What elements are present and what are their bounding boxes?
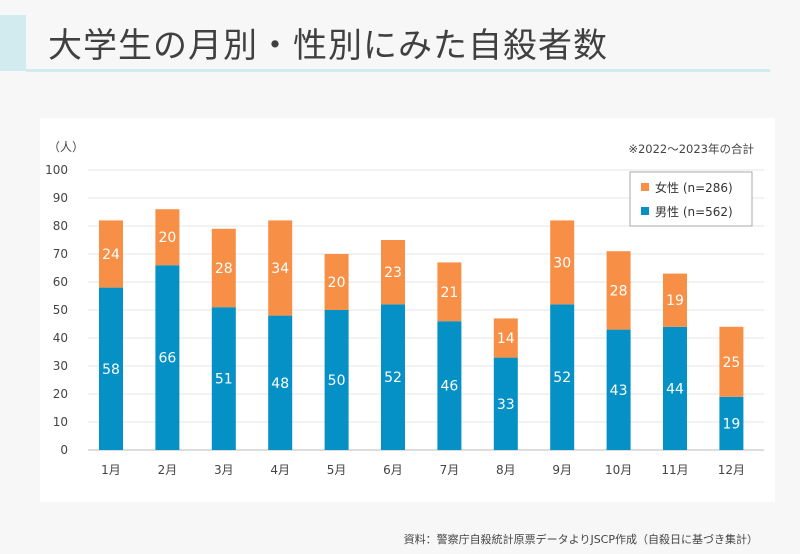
bar-segment-male [719,396,744,450]
y-tick-label: 0 [60,443,68,457]
data-label: 58 [102,362,120,378]
data-label: 34 [271,261,289,277]
chart-panel: （人） ※2022〜2023年の合計 0 10 20 30 40 50 60 70 80 90 100 5… [40,118,775,502]
y-tick-label: 100 [45,163,68,177]
data-label: 50 [328,373,346,389]
y-tick-label: 90 [53,191,68,205]
bar-segment-male [268,315,293,450]
bar-segment-female [550,220,575,305]
bar-segment-male [493,357,518,450]
bar-segment-male [437,321,462,450]
bar-segment-female [268,220,293,316]
bar-segment-male [663,326,687,450]
bar-segment-male [381,304,405,450]
data-label: 66 [158,351,176,367]
legend-label: 女性 (n=286) [655,180,733,195]
bar-segment-female [719,326,744,397]
x-tick-label: 6月 [383,463,403,477]
data-label: 44 [666,381,684,397]
x-tick-label: 5月 [327,463,347,477]
y-tick-label: 70 [53,247,68,261]
page-title: 大学生の月別・性別にみた自殺者数 [48,26,608,66]
data-label: 33 [497,397,515,413]
bar-segment-male [550,304,575,450]
y-tick-label: 80 [53,219,68,233]
data-label: 25 [722,355,740,371]
x-tick-label: 11月 [661,463,688,477]
data-label: 23 [384,265,402,281]
x-tick-label: 4月 [270,463,290,477]
data-label: 30 [553,255,571,271]
bar-segment-male [606,329,631,450]
x-tick-label: 2月 [158,463,178,477]
bar-segment-female [437,262,462,322]
data-label: 52 [384,370,402,386]
data-label: 46 [440,379,458,395]
bar-segment-female [324,254,349,310]
bar-segment-female [493,318,518,358]
y-axis-label: （人） [48,140,84,154]
y-tick-label: 60 [53,275,68,289]
bar-segment-male [99,287,123,450]
legend-box [629,171,753,227]
bar-segment-female [99,220,123,288]
data-label: 21 [440,285,458,301]
data-label: 43 [610,383,628,399]
y-tick-label: 50 [53,303,68,317]
x-tick-label: 7月 [440,463,460,477]
data-label: 28 [215,261,233,277]
y-tick-label: 40 [53,331,68,345]
bar-segment-female [606,251,631,330]
bar-segment-female [381,240,405,305]
stacked-bar-chart: （人） ※2022〜2023年の合計 0 10 20 30 40 50 60 70 80 90 100 5… [45,140,764,477]
bar-segment-female [155,209,180,266]
data-label: 20 [158,230,176,246]
data-label: 24 [102,247,120,263]
data-label: 19 [722,416,740,432]
x-tick-label: 8月 [496,463,516,477]
data-label: 51 [215,372,233,388]
chart-note: ※2022〜2023年の合計 [628,142,754,156]
data-label: 48 [271,376,289,392]
data-label: 28 [610,283,628,299]
y-tick-label: 20 [53,387,68,401]
y-tick-label: 30 [53,359,68,373]
bar-segment-male [211,307,236,450]
title-accent-bar [0,15,26,71]
title-underline [26,69,770,72]
x-tick-label: 10月 [605,463,632,477]
data-label: 14 [497,331,515,347]
x-tick-label: 1月 [101,463,121,477]
data-label: 20 [328,275,346,291]
legend-swatch [641,183,649,191]
y-tick-label: 10 [53,415,68,429]
x-tick-label: 9月 [552,463,572,477]
x-tick-label: 12月 [718,463,745,477]
bar-segment-male [324,310,349,450]
source-note: 資料：警察庁自殺統計原票データよりJSCP作成（自殺日に基づき集計） [403,533,758,546]
legend-label: 男性 (n=562) [655,205,733,219]
bar-segment-female [663,273,687,327]
x-tick-label: 3月 [214,463,234,477]
data-label: 19 [666,293,684,309]
legend-swatch [641,207,649,215]
bar-segment-male [155,265,180,450]
data-label: 52 [553,370,571,386]
bar-segment-female [211,228,236,308]
